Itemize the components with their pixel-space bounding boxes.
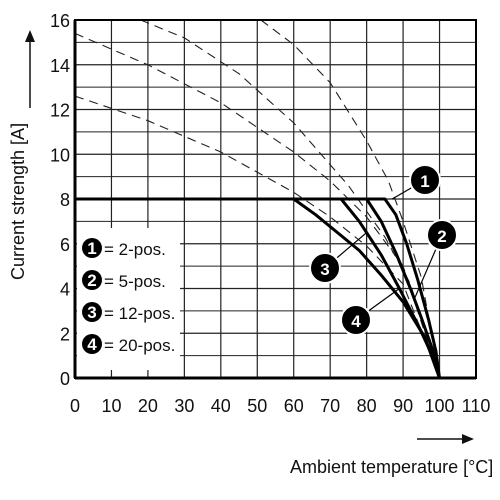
x-tick-label: 70	[320, 396, 340, 416]
y-axis-label: Current strength [A]	[8, 123, 28, 280]
x-tick-label: 50	[247, 396, 267, 416]
dashed-curve-5	[74, 95, 441, 379]
legend-badge-number: 3	[87, 303, 96, 322]
x-tick-label: 60	[284, 396, 304, 416]
callout-labels: 1 2 3 4	[309, 164, 458, 336]
callout-badge-number: 3	[320, 260, 329, 279]
y-tick-label: 2	[60, 324, 70, 344]
legend-badge-number: 1	[87, 239, 96, 258]
series-line-5-pos-	[75, 197, 441, 379]
callout-badge-2	[426, 219, 458, 251]
x-tick-label: 20	[138, 396, 158, 416]
callout-badge-1	[409, 164, 441, 196]
legend-badge-4	[82, 334, 102, 354]
legend: 1 = 2-pos. 2 = 5-pos. 3 = 12-pos. 4 = 20-pos.	[82, 238, 175, 355]
series-line-2-pos-	[75, 197, 441, 379]
dashed-curve-8	[260, 19, 441, 379]
callout-badge-number: 2	[437, 227, 446, 246]
x-tick-label: 100	[425, 396, 455, 416]
legend-badge-number: 4	[87, 335, 97, 354]
y-tick-label: 10	[50, 145, 70, 165]
y-axis-arrowhead	[25, 30, 35, 42]
callout-badge-3	[309, 252, 341, 284]
solid-curves	[75, 197, 441, 379]
x-tick-label: 90	[393, 396, 413, 416]
x-tick-label: 80	[357, 396, 377, 416]
axes	[73, 19, 477, 380]
x-tick-label: 10	[101, 396, 121, 416]
x-tick-label: 110	[462, 396, 491, 416]
legend-badge-number: 2	[87, 271, 96, 290]
y-tick-label: 8	[60, 190, 70, 210]
x-tick-label: 30	[174, 396, 194, 416]
legend-entry-text: = 12-pos.	[104, 304, 175, 323]
legend-entry-text: = 20-pos.	[104, 336, 175, 355]
y-tick-label: 14	[50, 56, 70, 76]
callout-badge-number: 1	[420, 172, 429, 191]
legend-entry-text: = 2-pos.	[104, 240, 166, 259]
legend-entry-text: = 5-pos.	[104, 272, 166, 291]
legend-badge-2	[82, 270, 102, 290]
y-tick-labels: 0 2 4 6 8 10 12 14 16	[50, 11, 70, 389]
x-tick-label: 0	[70, 396, 80, 416]
y-tick-label: 0	[60, 369, 70, 389]
legend-badge-3	[82, 302, 102, 322]
x-tick-label: 40	[211, 396, 231, 416]
legend-badge-1	[82, 238, 102, 258]
callout-badge-number: 4	[351, 312, 361, 331]
x-axis-label: Ambient temperature [°C]	[290, 457, 493, 477]
y-tick-label: 4	[60, 280, 70, 300]
y-tick-label: 12	[50, 101, 70, 121]
x-tick-labels: 0 10 20 30 40 50 60 70 80 90 100 110	[70, 396, 490, 416]
x-axis-arrowhead	[462, 434, 474, 444]
callout-badge-4	[340, 304, 372, 336]
series-line-20-pos-	[75, 197, 441, 379]
y-tick-label: 16	[50, 11, 70, 31]
y-tick-label: 6	[60, 235, 70, 255]
